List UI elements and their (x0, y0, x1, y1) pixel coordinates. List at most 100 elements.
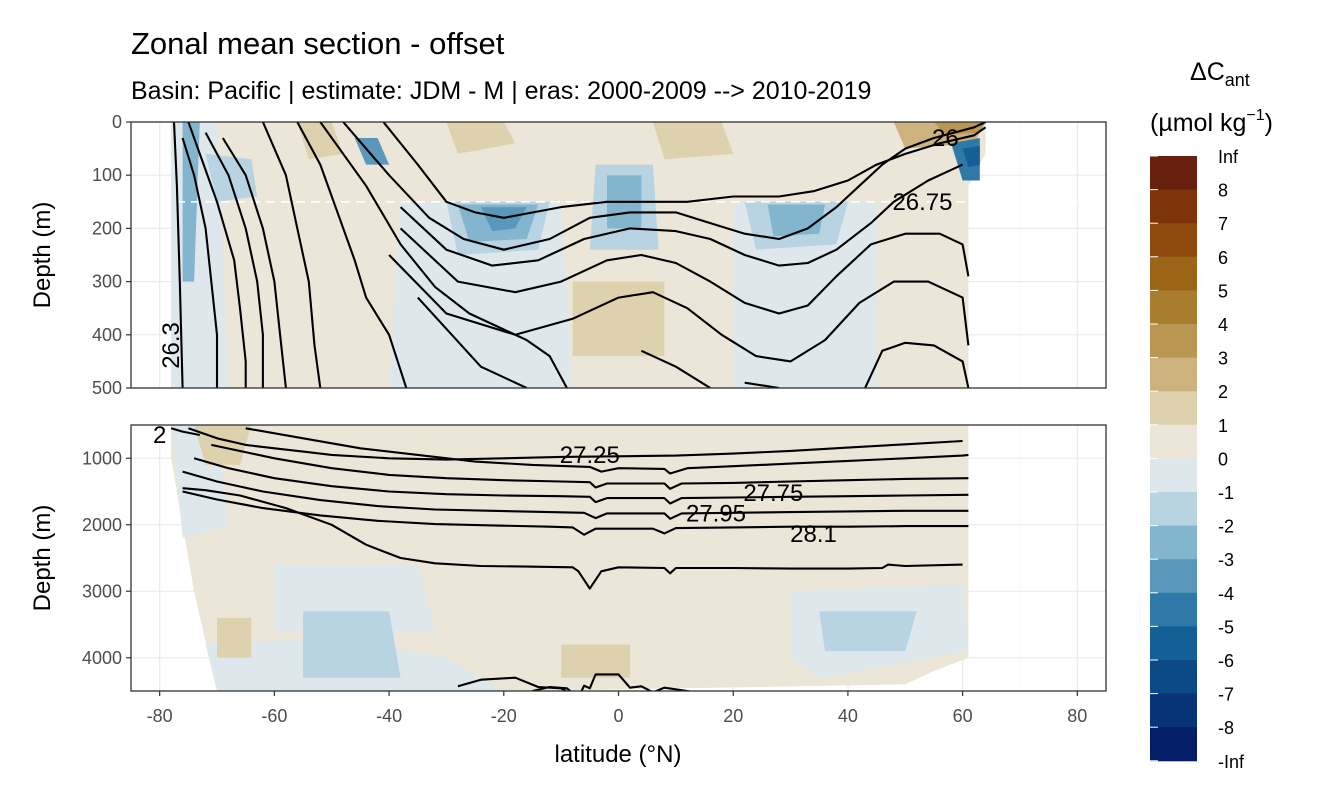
contour-label: 27.95 (686, 500, 746, 527)
colorbar-swatches (1150, 155, 1197, 762)
lower-y-tick-label: 3000 (82, 581, 122, 601)
legend-units: (µmol kg−1) (1150, 107, 1273, 137)
colorbar-swatch (1150, 223, 1197, 258)
isopycnal-line (399, 163, 964, 267)
anomaly-region (652, 122, 734, 160)
contour-label: 2 (153, 422, 166, 449)
isopycnal-line (188, 427, 963, 461)
x-tick-label: -40 (376, 706, 402, 726)
colorbar-swatch (1150, 256, 1197, 291)
lower-y-tick-label: 1000 (82, 448, 122, 468)
isopycnal-line (204, 132, 264, 388)
colorbar-swatch (1150, 424, 1197, 459)
isopycnal-line (864, 341, 970, 388)
isopycnal-line (532, 673, 694, 691)
upper-y-tick-label: 500 (92, 378, 122, 398)
isopycnal-line (245, 427, 969, 475)
upper-contour-labels: 26 26.75 26.3 (158, 125, 959, 369)
x-tick-label: -20 (491, 706, 517, 726)
colorbar-label: 3 (1218, 349, 1228, 369)
legend-title: ΔCant (1190, 58, 1250, 90)
x-tick-label: 80 (1067, 706, 1087, 726)
isopycnal-line (187, 122, 247, 388)
x-axis: -80 -60 -40 -20 0 20 40 60 80 (147, 691, 1087, 726)
isopycnal-line (193, 457, 969, 505)
colorbar-swatch (1150, 492, 1197, 527)
isopycnal-line (181, 137, 219, 388)
chart-title: Zonal mean section - offset (131, 26, 505, 61)
lower-y-axis: 1000 2000 3000 4000 (82, 448, 131, 668)
x-tick-label: -80 (147, 706, 173, 726)
x-tick-label: 40 (838, 706, 858, 726)
colorbar-swatch (1150, 391, 1197, 426)
contour-label: 27.75 (743, 480, 803, 507)
x-tick-label: -60 (261, 706, 287, 726)
colorbar-label: -6 (1218, 651, 1234, 671)
anomaly-region (303, 611, 401, 678)
isopycnal-line (211, 443, 969, 490)
colorbar-swatch (1150, 693, 1197, 728)
upper-y-axis: 0 100 200 300 400 500 (92, 112, 131, 398)
anomaly-region (297, 122, 344, 160)
upper-y-tick-label: 400 (92, 325, 122, 345)
colorbar-label: 1 (1218, 416, 1228, 436)
colorbar-label: -3 (1218, 550, 1234, 570)
contour-label: 27.25 (560, 442, 620, 469)
colorbar-label: -5 (1218, 617, 1234, 637)
colorbar-label: -2 (1218, 517, 1234, 537)
isopycnal-line (182, 470, 969, 520)
lower-isopycnals (170, 427, 969, 691)
upper-panel: 26 26.75 26.3 0 100 200 300 400 500 Depth (m) (29, 112, 1107, 398)
anomaly-region (217, 617, 252, 658)
colorbar-legend: ΔCant (µmol kg−1) Inf 8 7 6 5 4 3 2 1 0 -1 -2 -3 -4 -5… (1150, 58, 1273, 772)
x-tick-label: 0 (613, 706, 623, 726)
isopycnal-line (319, 122, 568, 388)
x-tick-label: 60 (953, 706, 973, 726)
colorbar-label: 7 (1218, 214, 1228, 234)
anomaly-region (767, 204, 825, 237)
x-axis-label: latitude (°N) (555, 741, 682, 768)
colorbar-swatch (1150, 189, 1197, 224)
upper-anomaly-field (171, 122, 986, 388)
colorbar-swatch (1150, 324, 1197, 359)
isopycnal-line (261, 122, 322, 388)
anomaly-region (933, 122, 986, 136)
colorbar-label: -1 (1218, 483, 1234, 503)
isopycnal-line (182, 490, 969, 536)
colorbar-swatch (1150, 458, 1197, 493)
isopycnal-line (744, 381, 780, 388)
isopycnal-line (417, 296, 528, 388)
colorbar-label: -7 (1218, 685, 1234, 705)
contour-label: 28.1 (790, 521, 837, 548)
isopycnal-line (399, 227, 970, 315)
anomaly-region (205, 153, 258, 202)
anomaly-region (962, 145, 980, 168)
colorbar-swatch (1150, 660, 1197, 695)
isopycnal-line (342, 122, 987, 251)
colorbar-swatch (1150, 727, 1197, 762)
colorbar-swatch (1150, 290, 1197, 325)
colorbar-label: 0 (1218, 449, 1228, 469)
colorbar-swatch (1150, 156, 1197, 191)
upper-y-tick-label: 100 (92, 165, 122, 185)
colorbar-swatch (1150, 592, 1197, 627)
isopycnal-line (640, 349, 711, 388)
anomaly-region (572, 281, 665, 357)
upper-y-tick-label: 0 (112, 112, 122, 132)
chart-subtitle: Basin: Pacific | estimate: JDM - M | era… (131, 77, 871, 105)
upper-isopycnals (172, 122, 987, 388)
upper-y-tick-label: 200 (92, 218, 122, 238)
isopycnal-line (182, 487, 963, 590)
isopycnal-line (221, 137, 287, 388)
anomaly-region (480, 207, 527, 232)
lower-y-tick-label: 2000 (82, 515, 122, 535)
isopycnal-line (382, 122, 987, 219)
colorbar-label: 8 (1218, 181, 1228, 201)
colorbar-swatch (1150, 626, 1197, 661)
upper-y-tick-label: 300 (92, 272, 122, 292)
colorbar-swatch (1150, 525, 1197, 560)
anomaly-region (561, 644, 630, 678)
contour-label: 26.75 (892, 189, 952, 216)
